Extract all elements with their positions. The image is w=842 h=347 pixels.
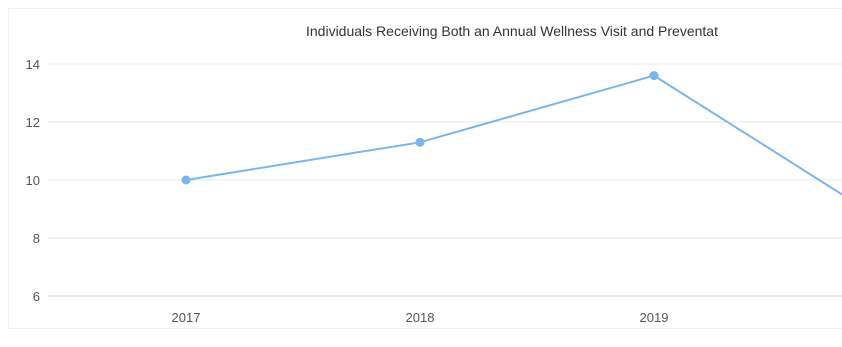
chart-title: Individuals Receiving Both an Annual Wel…: [306, 23, 718, 39]
chart-card: [8, 8, 842, 329]
y-tick-label: 10: [26, 173, 40, 188]
y-tick-label: 8: [33, 231, 40, 246]
data-point: [649, 71, 659, 81]
series-group: [181, 71, 842, 196]
y-axis-ticks: 6 8 10 12 14: [26, 57, 40, 304]
y-tick-label: 14: [26, 57, 40, 72]
x-tick-label: 2018: [406, 310, 435, 325]
x-tick-label: 2017: [172, 310, 201, 325]
x-tick-label: 2019: [640, 310, 669, 325]
data-point: [181, 175, 191, 185]
series-line: [185, 74, 842, 196]
y-tick-label: 12: [26, 115, 40, 130]
x-axis-ticks: 2017 2018 2019: [172, 310, 669, 325]
gridlines: [48, 63, 842, 297]
y-tick-label: 6: [33, 289, 40, 304]
data-point: [415, 137, 425, 147]
